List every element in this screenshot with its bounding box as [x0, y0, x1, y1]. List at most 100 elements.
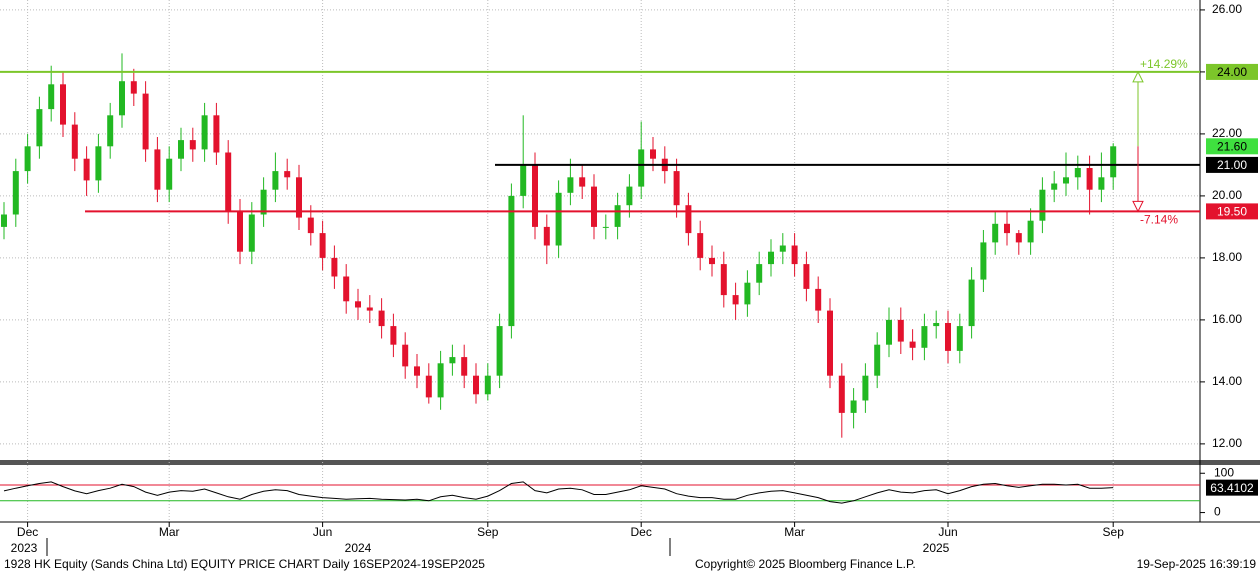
x-tick-label: Dec	[17, 525, 38, 539]
candle-body	[1051, 183, 1058, 190]
candle-body	[791, 245, 798, 265]
candle-body	[614, 205, 621, 227]
y-tick-label: 100	[1214, 465, 1234, 479]
y-tick-label: 22.00	[1212, 126, 1242, 140]
candle-body	[591, 186, 597, 227]
candle-body	[284, 171, 291, 178]
candle-body	[838, 375, 845, 413]
x-tick-label: Mar	[784, 525, 805, 539]
candle-body	[225, 152, 232, 212]
candle-body	[201, 115, 208, 150]
level-label-box	[1206, 156, 1258, 173]
price-panel	[0, 0, 1200, 460]
candle-body	[272, 171, 279, 190]
candle-body	[673, 171, 680, 206]
candle-body	[343, 276, 350, 302]
x-tick-label: Jun	[313, 525, 332, 539]
last-price-label-box	[1206, 138, 1258, 155]
y-tick-label: 26.00	[1212, 2, 1242, 16]
candle-body	[532, 164, 538, 227]
candle-body	[178, 140, 184, 159]
footer-right: 19-Sep-2025 16:39:19	[1137, 557, 1257, 571]
candle-body	[992, 223, 999, 243]
x-year-label: 2025	[923, 541, 950, 555]
candle-body	[1086, 168, 1093, 190]
y-tick-label: 14.00	[1212, 374, 1242, 388]
candle-body	[579, 177, 586, 187]
candle-body	[319, 233, 326, 258]
candle-body	[484, 375, 491, 395]
change-label: +14.29%	[1140, 57, 1188, 71]
candle-body	[307, 217, 314, 234]
candle-body	[768, 251, 774, 265]
level-label: 19.50	[1217, 205, 1247, 219]
y-tick-label: 20.00	[1212, 188, 1242, 202]
candle-body	[48, 84, 55, 110]
candle-body	[1074, 168, 1081, 178]
candle-body	[850, 400, 857, 413]
candle-body	[555, 192, 562, 246]
candle-body	[945, 322, 951, 351]
arrow-head	[1132, 200, 1144, 213]
x-tick-label: Sep	[1103, 525, 1125, 539]
candle-body	[827, 310, 833, 376]
candle-body	[461, 357, 468, 376]
candle-body	[709, 257, 715, 265]
level-label: 21.00	[1217, 158, 1247, 172]
candle-body	[1063, 177, 1069, 184]
y-tick-label: 18.00	[1212, 250, 1242, 264]
candle-body	[650, 149, 656, 159]
candle-body	[638, 149, 645, 187]
footer-center: Copyright© 2025 Bloomberg Finance L.P.	[695, 557, 916, 571]
candle-body	[779, 245, 786, 252]
candle-body	[756, 264, 763, 283]
candle-body	[1027, 220, 1034, 243]
footer-left: 1928 HK Equity (Sands China Ltd) EQUITY …	[4, 557, 485, 571]
candle-body	[414, 366, 420, 376]
candle-body	[1015, 233, 1022, 243]
candle-body	[366, 307, 373, 311]
candle-body	[543, 226, 550, 246]
x-tick-label: Mar	[159, 525, 180, 539]
candle-body	[12, 171, 19, 215]
candle-body	[520, 164, 527, 196]
y-tick-label: 0	[1214, 505, 1221, 519]
candle-body	[909, 341, 916, 348]
candle-body	[720, 264, 727, 296]
last-price-label: 21.60	[1217, 139, 1247, 153]
y-tick-label: 12.00	[1212, 436, 1242, 450]
candle-body	[921, 326, 928, 348]
candle-body	[685, 205, 692, 234]
candle-body	[968, 279, 975, 327]
level-label-box	[1206, 203, 1258, 220]
candle-body	[956, 326, 963, 351]
candle-body	[95, 146, 102, 181]
last-value-label-box	[1206, 479, 1258, 496]
candle-body	[508, 195, 515, 327]
candle-body	[60, 84, 66, 125]
candle-body	[83, 158, 90, 181]
candle-body	[390, 326, 397, 345]
candle-body	[24, 146, 31, 172]
candle-body	[449, 357, 456, 364]
last-value-label: 63.4102	[1210, 481, 1254, 495]
candle-body	[402, 344, 409, 367]
level-label-box	[1206, 63, 1258, 80]
candle-body	[567, 177, 574, 193]
candle-body	[378, 310, 385, 327]
candle-body	[189, 140, 196, 150]
candle-body	[213, 115, 220, 153]
candle-body	[874, 344, 881, 376]
candle-body	[862, 375, 869, 401]
candle-body	[626, 186, 633, 206]
candle-body	[296, 177, 302, 218]
rsi-line	[3, 481, 1114, 504]
candle-body	[166, 158, 173, 190]
candle-body	[803, 264, 810, 289]
level-label: 24.00	[1217, 65, 1247, 79]
candle-body	[602, 226, 609, 228]
candle-body	[248, 214, 255, 252]
x-tick-label: Jun	[938, 525, 957, 539]
candle-body	[744, 282, 751, 305]
